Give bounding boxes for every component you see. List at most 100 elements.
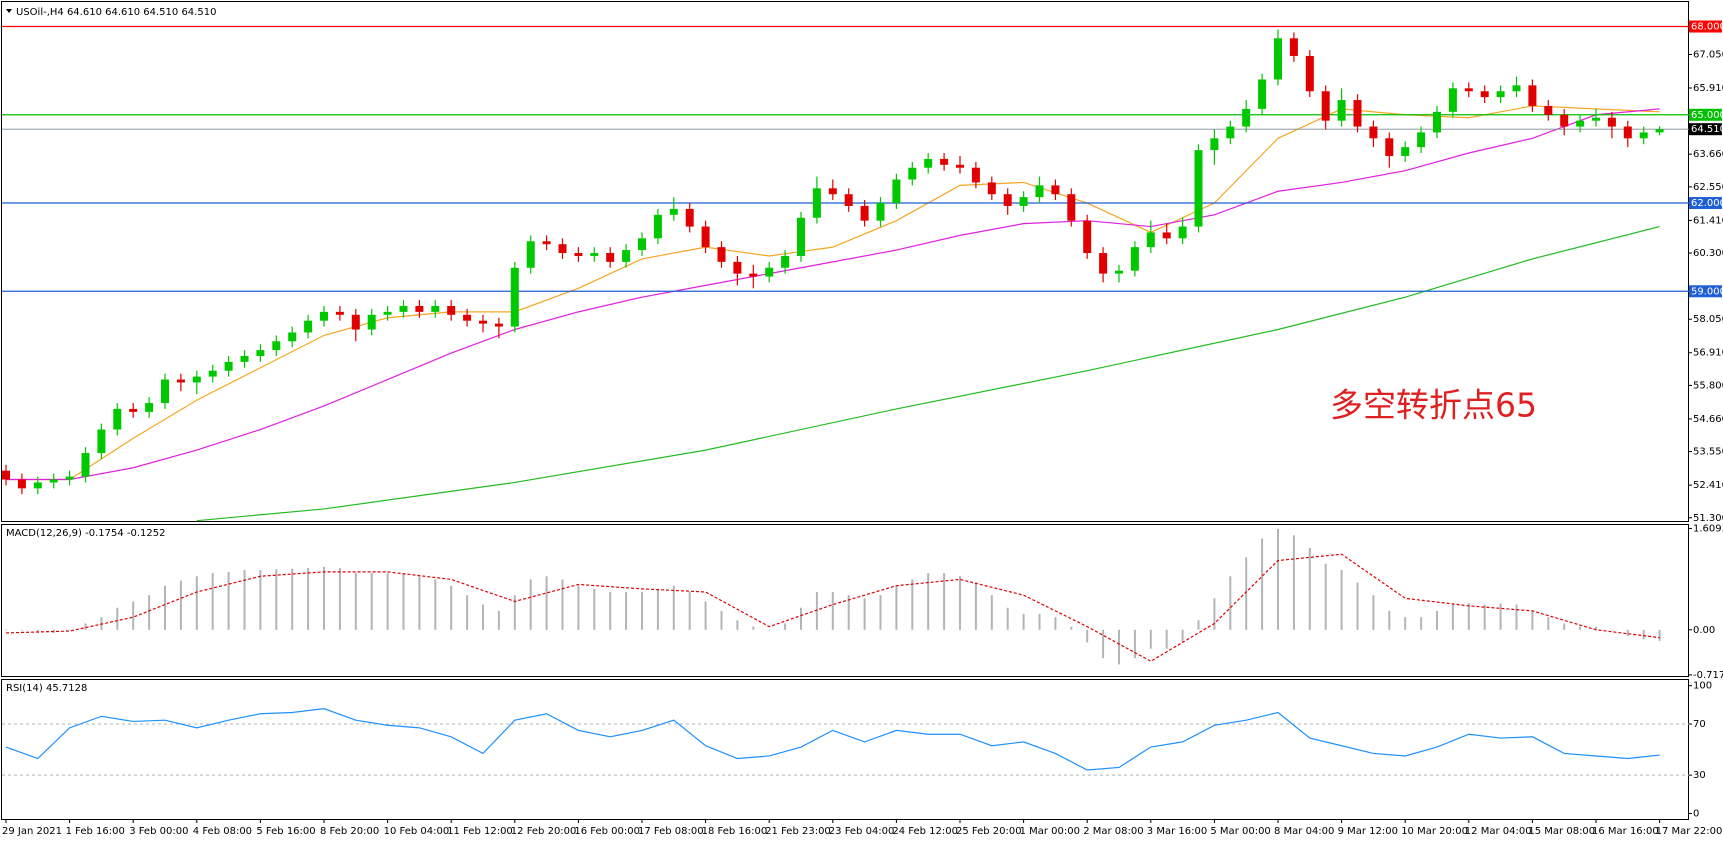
x-tick-label: 21 Feb 23:00 bbox=[765, 826, 831, 837]
macd-bar bbox=[1245, 557, 1248, 630]
candle-body bbox=[447, 305, 456, 315]
candle-body bbox=[113, 408, 122, 430]
candle-body bbox=[145, 403, 154, 412]
macd-bar bbox=[1658, 629, 1661, 641]
x-tick-label: 5 Mar 00:00 bbox=[1210, 826, 1270, 837]
y-tick-label: 58.050 bbox=[1693, 314, 1723, 325]
macd-bar bbox=[895, 585, 898, 630]
macd-bar bbox=[784, 623, 787, 630]
candle-body bbox=[971, 167, 980, 183]
candle-body bbox=[1496, 91, 1505, 98]
y-tick-label: 61.410 bbox=[1693, 215, 1723, 226]
candle-body bbox=[1623, 126, 1632, 139]
x-tick-label: 12 Mar 04:00 bbox=[1465, 826, 1532, 837]
macd-bar bbox=[1531, 610, 1534, 630]
candle-body bbox=[1321, 91, 1330, 121]
macd-bar bbox=[1499, 603, 1502, 630]
candle-body bbox=[638, 238, 646, 251]
candle-body bbox=[892, 179, 901, 204]
y-tick-label: 70 bbox=[1693, 719, 1706, 730]
candle-body bbox=[908, 167, 917, 180]
candle-body bbox=[1592, 117, 1600, 121]
macd-bar bbox=[974, 582, 977, 630]
macd-bar bbox=[116, 607, 119, 630]
candle-body bbox=[1655, 129, 1664, 133]
macd-bar bbox=[641, 592, 643, 630]
candle-body bbox=[320, 311, 328, 321]
macd-bar bbox=[1420, 617, 1423, 630]
macd-bar bbox=[1006, 607, 1009, 630]
macd-bar bbox=[1642, 629, 1645, 640]
macd-bar bbox=[1610, 629, 1613, 631]
candle-body bbox=[924, 158, 933, 168]
candle-body bbox=[97, 429, 106, 454]
macd-bar bbox=[1038, 614, 1041, 630]
candle-body bbox=[1226, 126, 1235, 139]
x-tick-label: 25 Feb 20:00 bbox=[956, 826, 1022, 837]
rsi-frame bbox=[1, 679, 1689, 820]
x-tick-label: 23 Feb 04:00 bbox=[829, 826, 895, 837]
level-label: 68.000 bbox=[1691, 22, 1723, 33]
x-tick-label: 4 Feb 08:00 bbox=[193, 826, 252, 837]
macd-bar bbox=[36, 629, 39, 633]
candle-body bbox=[940, 158, 949, 165]
candle-body bbox=[351, 314, 360, 330]
x-tick-label: 1 Feb 16:00 bbox=[66, 826, 125, 837]
candle-body bbox=[1035, 185, 1044, 198]
y-tick-label: 56.910 bbox=[1693, 348, 1723, 359]
macd-bar bbox=[1579, 626, 1582, 630]
macd-bar bbox=[1436, 610, 1438, 630]
candle-body bbox=[1305, 55, 1314, 92]
macd-bar bbox=[227, 571, 230, 630]
macd-title: MACD(12,26,9) -0.1754 -0.1252 bbox=[6, 528, 166, 539]
macd-bar bbox=[1388, 610, 1391, 630]
x-tick-label: 12 Feb 20:00 bbox=[511, 826, 577, 837]
y-tick-label: 54.660 bbox=[1693, 414, 1723, 425]
candle-body bbox=[781, 255, 790, 268]
macd-bar bbox=[1149, 629, 1152, 649]
y-tick-label: 60.300 bbox=[1693, 248, 1723, 259]
candle-body bbox=[1130, 247, 1139, 271]
macd-bar bbox=[386, 573, 389, 630]
macd-bar bbox=[1372, 595, 1375, 630]
x-tick-label: 11 Feb 12:00 bbox=[447, 826, 513, 837]
candle-body bbox=[1051, 185, 1060, 195]
candle-body bbox=[606, 253, 615, 262]
candle-body bbox=[1258, 79, 1267, 109]
candle-body bbox=[1433, 111, 1441, 133]
candle-body bbox=[828, 188, 837, 195]
candle-body bbox=[1003, 194, 1012, 206]
macd-bar bbox=[1277, 529, 1279, 630]
menu-arrow[interactable] bbox=[6, 9, 12, 13]
candle-body bbox=[590, 253, 599, 256]
macd-bar bbox=[911, 579, 914, 630]
x-tick-label: 3 Feb 00:00 bbox=[129, 826, 188, 837]
candle-body bbox=[335, 311, 344, 315]
candle-body bbox=[1242, 108, 1251, 127]
candle-body bbox=[574, 253, 583, 256]
macd-bar bbox=[354, 573, 357, 630]
candle-body bbox=[1115, 270, 1123, 274]
macd-bar bbox=[1404, 617, 1407, 630]
x-tick-label: 8 Feb 20:00 bbox=[320, 826, 379, 837]
level-label: 59.000 bbox=[1691, 286, 1723, 297]
y-tick-label: 0 bbox=[1693, 809, 1699, 820]
candle-body bbox=[653, 214, 662, 239]
macd-bar bbox=[370, 573, 373, 630]
candle-body bbox=[17, 479, 26, 489]
macd-bar bbox=[1324, 563, 1327, 630]
x-tick-label: 5 Feb 16:00 bbox=[256, 826, 315, 837]
price-frame bbox=[1, 1, 1689, 522]
macd-bar bbox=[1070, 626, 1073, 630]
macd-bar bbox=[1340, 569, 1343, 630]
candle-body bbox=[1369, 126, 1378, 139]
candle-body bbox=[383, 311, 392, 315]
macd-bar bbox=[1261, 538, 1264, 630]
macd-bar bbox=[497, 610, 500, 630]
x-tick-label: 2 Mar 08:00 bbox=[1083, 826, 1143, 837]
candle-body bbox=[987, 182, 996, 195]
candle-body bbox=[1289, 38, 1298, 56]
candle-body bbox=[1067, 194, 1076, 221]
y-tick-label: 55.800 bbox=[1693, 380, 1723, 391]
